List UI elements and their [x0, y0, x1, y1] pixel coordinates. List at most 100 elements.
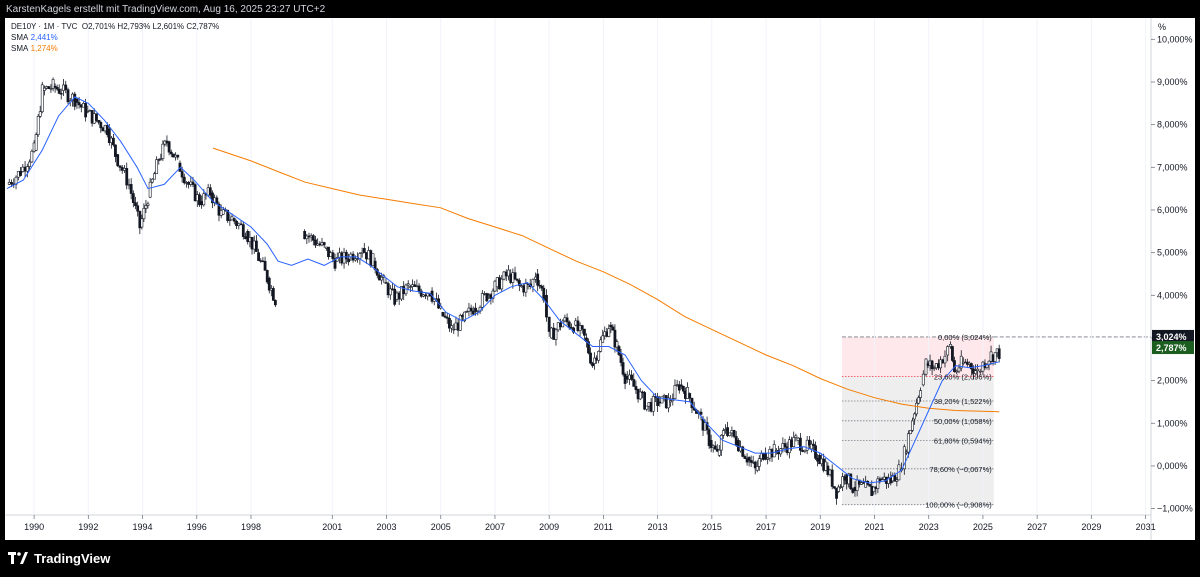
- candle-body: [677, 384, 681, 391]
- x-tick-label: 1998: [241, 522, 261, 532]
- candle-body: [232, 218, 236, 222]
- candle-body: [267, 277, 271, 291]
- chart-canvas[interactable]: 0,00% (3,024%) 23,60% (2,096%) 38,20% (1,5…: [5, 18, 1195, 540]
- candle-body: [500, 278, 504, 290]
- y-tick-label: 8,000%: [1157, 120, 1188, 130]
- candle-body: [77, 102, 81, 106]
- candle-body: [681, 385, 685, 392]
- candle-body: [10, 182, 13, 185]
- x-tick-label: 2007: [485, 522, 505, 532]
- candle-body: [155, 159, 159, 175]
- candle-body: [617, 346, 621, 355]
- candle-body: [380, 276, 384, 281]
- candle-body: [893, 474, 897, 482]
- candle-body: [384, 282, 388, 284]
- candle-body: [669, 400, 673, 403]
- candle-body: [997, 348, 1001, 359]
- candle-body: [906, 433, 910, 453]
- candle-body: [47, 86, 51, 90]
- candle-body: [909, 430, 912, 435]
- candle-body: [545, 294, 548, 318]
- candle-body: [792, 437, 796, 447]
- legend-sma-fast[interactable]: SMA 2,441%: [11, 33, 58, 43]
- candle-body: [976, 368, 979, 372]
- candle-body: [904, 451, 908, 454]
- candle-body: [114, 144, 117, 157]
- candle-body: [327, 246, 330, 258]
- candle-body: [835, 487, 838, 499]
- candle-body: [587, 341, 590, 354]
- candle-body: [169, 151, 173, 155]
- candle-body: [939, 359, 943, 369]
- candle-body: [753, 461, 757, 469]
- candle-body: [728, 432, 732, 436]
- candle-body: [547, 316, 551, 332]
- candle-body: [515, 278, 519, 281]
- candle-body: [153, 173, 156, 180]
- candle-body: [536, 273, 540, 286]
- candle-body: [193, 184, 197, 202]
- candle-body: [191, 181, 195, 185]
- candle-body: [599, 339, 603, 352]
- candle-body: [498, 277, 501, 290]
- last-price-label: 2,787%: [1156, 343, 1187, 353]
- candle-body: [757, 458, 761, 467]
- candle-body: [340, 252, 344, 264]
- candle-body: [504, 271, 508, 277]
- candle-body: [239, 223, 243, 225]
- candle-body: [388, 288, 392, 296]
- candle-body: [112, 137, 115, 146]
- candle-body: [136, 205, 140, 212]
- candle-body: [84, 103, 88, 118]
- candle-body: [507, 269, 510, 277]
- y-tick-label: 0,000%: [1157, 461, 1188, 471]
- candle-body: [362, 248, 366, 253]
- candle-body: [930, 360, 934, 370]
- y-tick-label: 2,000%: [1157, 376, 1188, 386]
- candle-body: [235, 220, 238, 226]
- candle-body: [621, 362, 625, 375]
- candle-body: [303, 231, 307, 240]
- candle-body: [679, 384, 683, 387]
- candle-body: [146, 203, 150, 206]
- x-tick-label: 2025: [973, 522, 993, 532]
- candle-body: [660, 396, 664, 404]
- candle-body: [419, 290, 423, 297]
- last-price-badge[interactable]: [1152, 341, 1194, 355]
- candle-body: [271, 288, 275, 301]
- candle-body: [808, 439, 811, 446]
- legend-symbol[interactable]: DE10Y · 1M · TVC O2,701% H2,793% L2,601%…: [11, 22, 219, 32]
- chart-panel[interactable]: 0,00% (3,024%) 23,60% (2,096%) 38,20% (1,5…: [5, 18, 1195, 540]
- x-tick-label: 2031: [1136, 522, 1156, 532]
- y-tick-label: 1,000%: [1157, 418, 1188, 428]
- candle-body: [913, 413, 916, 420]
- candle-body: [305, 235, 309, 240]
- candle-body: [589, 352, 592, 364]
- candle-body: [552, 327, 556, 340]
- candle-body: [832, 486, 836, 489]
- legend-sma-slow[interactable]: SMA 1,274%: [11, 44, 58, 54]
- candle-body: [148, 181, 152, 198]
- candle-body: [397, 292, 401, 300]
- candle-body: [202, 193, 206, 206]
- candle-body: [705, 422, 709, 431]
- candle-body: [49, 88, 53, 90]
- candle-body: [322, 242, 326, 246]
- candle-body: [333, 258, 337, 269]
- candle-body: [955, 370, 959, 373]
- candle-body: [688, 393, 692, 399]
- tradingview-brand[interactable]: TradingView: [8, 548, 110, 568]
- candle-body: [221, 209, 225, 215]
- candle-body: [480, 293, 484, 308]
- candle-body: [643, 392, 647, 410]
- high-price-badge[interactable]: [1152, 329, 1194, 343]
- legend-sma-fast-label: SMA: [11, 33, 29, 42]
- candle-body: [849, 473, 853, 490]
- candle-body: [554, 329, 558, 340]
- candle-body: [943, 355, 947, 364]
- candle-body: [34, 134, 38, 151]
- candle-body: [837, 486, 840, 492]
- candle-body: [719, 435, 723, 451]
- y-tick-label: −1,000%: [1157, 504, 1193, 514]
- candle-body: [732, 430, 736, 437]
